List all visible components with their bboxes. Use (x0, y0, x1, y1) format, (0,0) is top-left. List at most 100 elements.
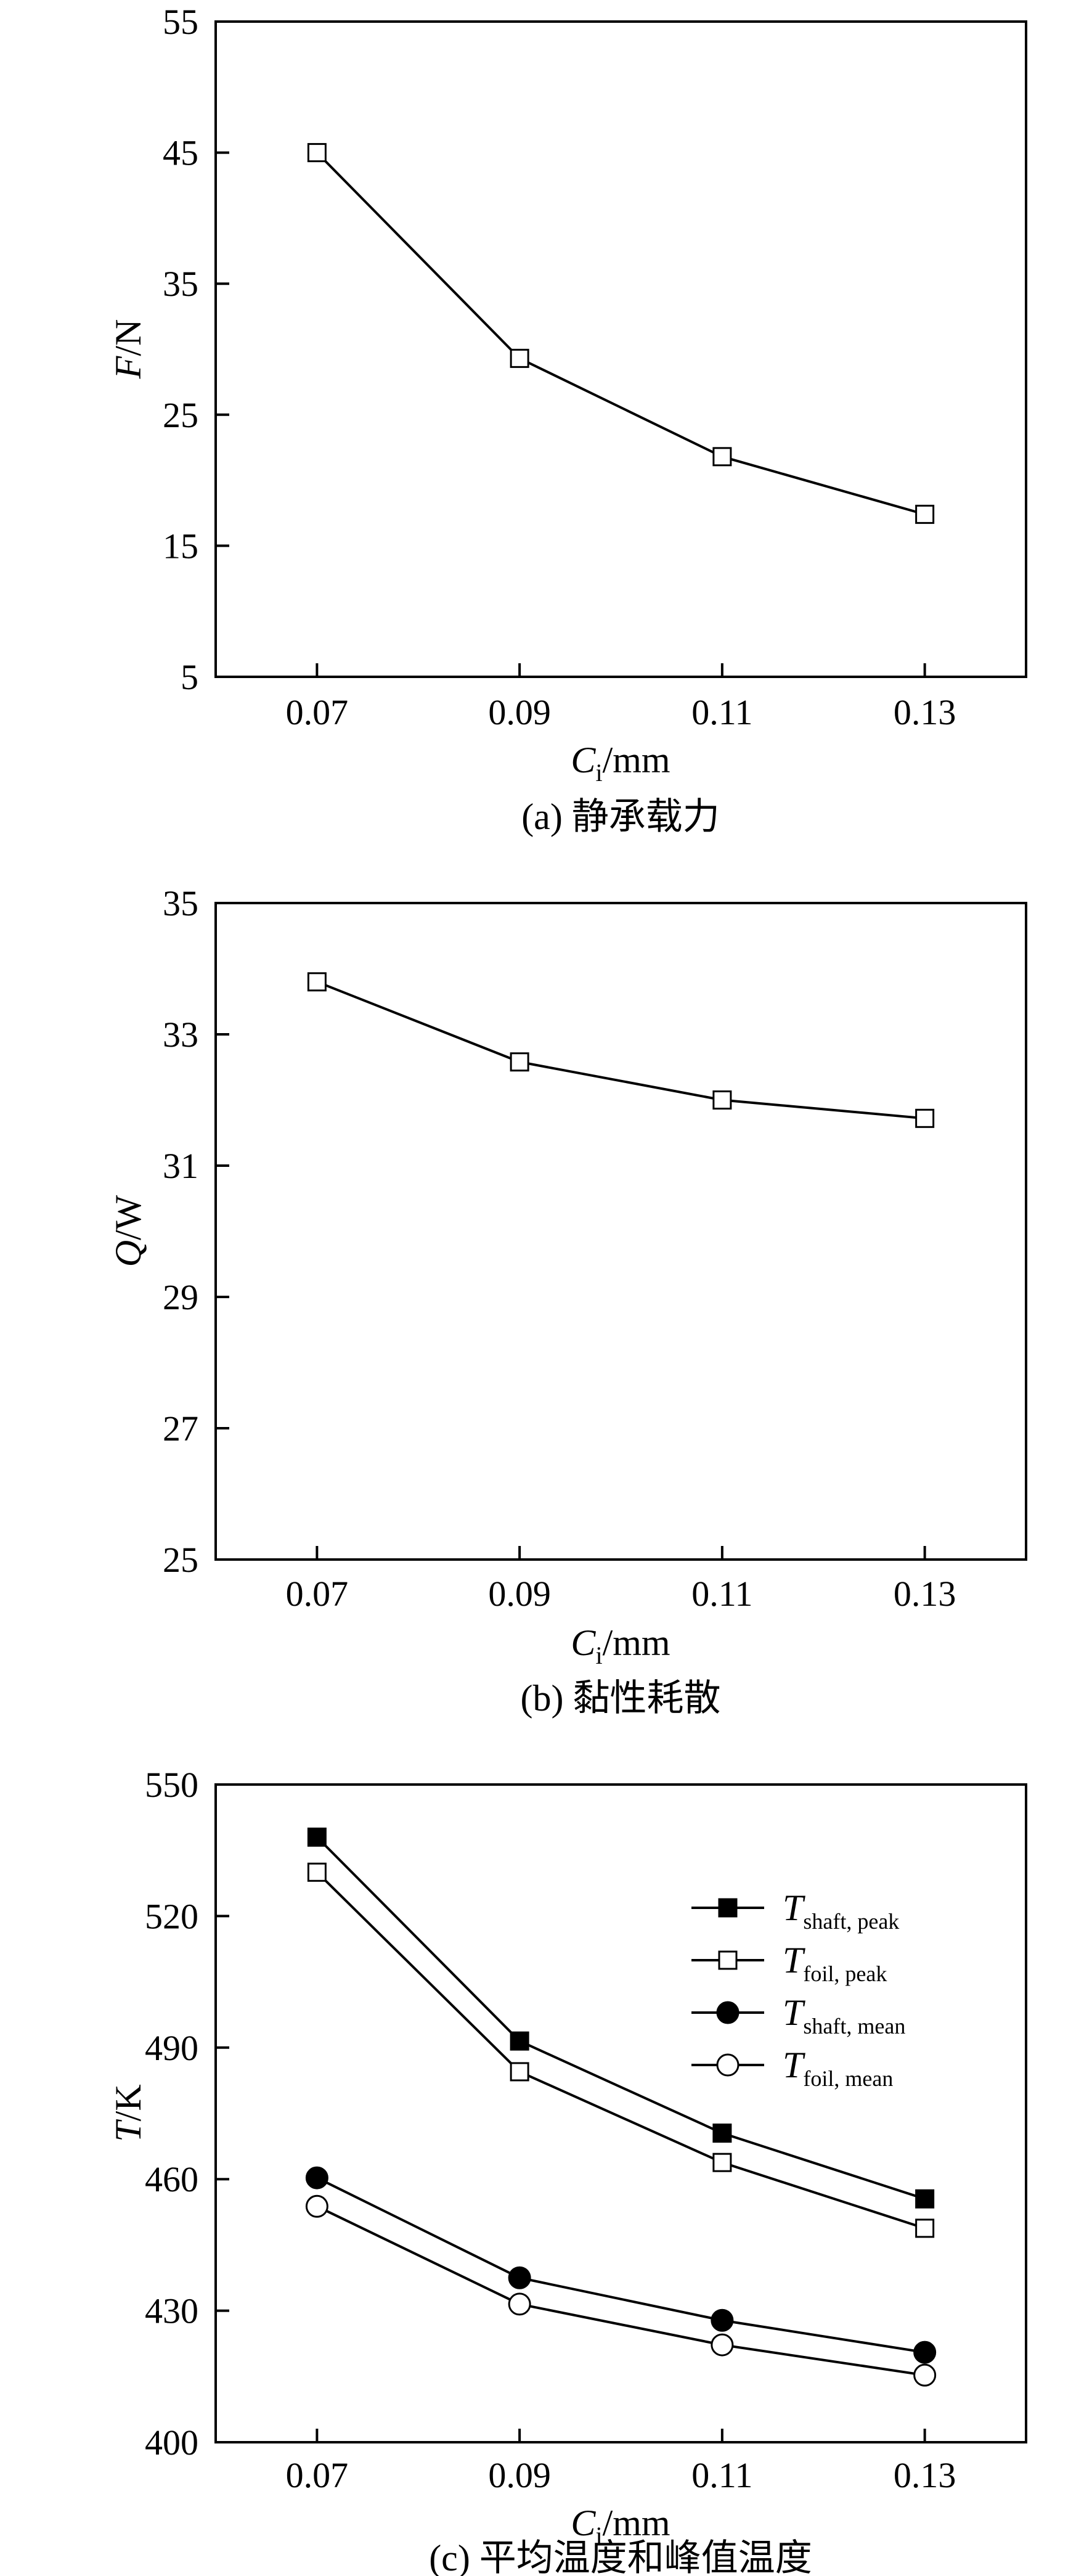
y-tick-label: 400 (145, 2423, 198, 2463)
x-tick-label: 0.07 (286, 2455, 349, 2495)
y-tick-label: 35 (163, 264, 198, 304)
legend-entry-subscript: shaft, mean (803, 2014, 905, 2038)
data-point (915, 2218, 935, 2238)
legend-entry-symbol: T (783, 1992, 805, 2033)
series-line-1 (316, 980, 925, 1120)
data-point (712, 447, 732, 467)
data-point (307, 972, 327, 992)
data-point (510, 2062, 529, 2082)
data-point (915, 504, 935, 524)
data-point (711, 2333, 734, 2357)
legend-entry-symbol: T (783, 2045, 805, 2085)
series-line-2 (316, 1871, 926, 2230)
data-point (915, 2189, 935, 2209)
data-point (712, 2124, 732, 2143)
x-axis-label: Ci/mm (571, 2503, 670, 2549)
y-tick-label: 520 (145, 1896, 198, 1936)
data-point (915, 1108, 935, 1128)
x-axis-label-symbol: C (571, 1622, 596, 1663)
chart-panel-a: 5 15 25 35 45 55 0.07 0.09 0.11 0.13 F/N Ci/mm (a) 静… (108, 2, 1027, 837)
y-axis-label-unit: /W (108, 1195, 149, 1240)
y-tick-label: 31 (163, 1146, 198, 1186)
y-tick-label: 29 (163, 1277, 198, 1317)
y-tick-label: 55 (163, 2, 198, 42)
x-tick-label: 0.11 (691, 2455, 752, 2495)
y-tick-label: 15 (163, 526, 198, 566)
y-tick-label: 25 (163, 395, 198, 435)
x-axis-label: Ci/mm (571, 1622, 670, 1669)
legend-marker (718, 1898, 738, 1918)
x-axis-label-subscript: i (595, 759, 602, 787)
plot-frame (214, 1783, 1027, 2443)
y-tick-label: 5 (181, 657, 198, 697)
y-axis-label-symbol: Q (108, 1240, 149, 1267)
data-point (712, 2153, 732, 2172)
x-tick-label: 0.09 (488, 692, 551, 732)
y-tick-label: 27 (163, 1409, 198, 1449)
data-point (510, 1052, 529, 1072)
series-line-1 (316, 152, 926, 516)
x-axis-label-unit: /mm (603, 740, 670, 780)
legend-entry-symbol: T (783, 1887, 805, 1928)
y-tick-label: 35 (163, 883, 198, 923)
data-point (508, 2266, 531, 2289)
y-axis-label-unit: /K (108, 2084, 149, 2121)
y-tick-label: 33 (163, 1015, 198, 1055)
data-point (510, 2031, 529, 2051)
data-point (307, 1827, 327, 1847)
panel-caption: (b) 黏性耗散 (521, 1678, 721, 1719)
legend-marker (716, 2001, 740, 2024)
x-tick-label: 0.07 (286, 1574, 349, 1614)
legend-entry-label: Tshaft, peak (783, 1887, 899, 1934)
panel-caption: (c) 平均温度和峰值温度 (429, 2538, 812, 2576)
y-tick-label: 45 (163, 133, 198, 173)
chart-panel-b: 25 27 29 31 33 35 0.07 0.09 0.11 0.13 Q/W Ci/mm (b) … (108, 883, 1027, 1719)
y-axis-label: Q/W (108, 1195, 149, 1267)
x-axis-label-symbol: C (571, 740, 596, 780)
y-tick-label: 460 (145, 2159, 198, 2199)
x-axis-label-subscript: i (595, 2522, 602, 2549)
legend-marker (716, 2053, 740, 2077)
series-line-3 (316, 2177, 925, 2354)
legend-entry-subscript: shaft, peak (803, 1909, 899, 1934)
x-axis-label-subscript: i (595, 1642, 602, 1669)
series-line-4 (316, 2205, 925, 2377)
x-tick-label: 0.09 (488, 2455, 551, 2495)
y-tick-label: 430 (145, 2291, 198, 2331)
data-point (510, 348, 529, 368)
data-point (305, 2166, 328, 2190)
x-tick-label: 0.13 (894, 692, 956, 732)
y-axis-label-symbol: T (108, 2119, 149, 2142)
y-axis-label-symbol: F (108, 355, 149, 379)
legend-entry-label: Tfoil, peak (783, 1940, 887, 1986)
x-tick-label: 0.11 (691, 1574, 752, 1614)
x-axis-label-unit: /mm (603, 2503, 670, 2543)
legend-entry-symbol: T (783, 1940, 805, 1981)
plot-frame (214, 902, 1027, 1561)
data-point (712, 1090, 732, 1110)
legend-entry-subscript: foil, peak (803, 1961, 887, 1986)
y-axis-label-unit: /N (108, 319, 149, 356)
data-point (913, 2363, 937, 2387)
legend-entry-label: Tshaft, mean (783, 1992, 905, 2038)
data-point (711, 2308, 734, 2332)
x-tick-label: 0.07 (286, 692, 349, 732)
x-tick-label: 0.11 (691, 692, 752, 732)
series-line-1 (316, 1836, 926, 2201)
x-axis-label-symbol: C (571, 2503, 596, 2543)
x-tick-label: 0.13 (894, 1574, 956, 1614)
data-point (508, 2292, 531, 2316)
y-tick-label: 25 (163, 1540, 198, 1580)
x-tick-label: 0.09 (488, 1574, 551, 1614)
data-point (913, 2341, 937, 2364)
legend-marker (718, 1950, 738, 1970)
plot-frame (214, 20, 1027, 678)
data-point (305, 2194, 328, 2218)
y-tick-label: 490 (145, 2028, 198, 2068)
panel-caption: (a) 静承载力 (521, 796, 720, 837)
y-axis-label: F/N (108, 319, 149, 380)
x-axis-label-unit: /mm (603, 1622, 670, 1663)
